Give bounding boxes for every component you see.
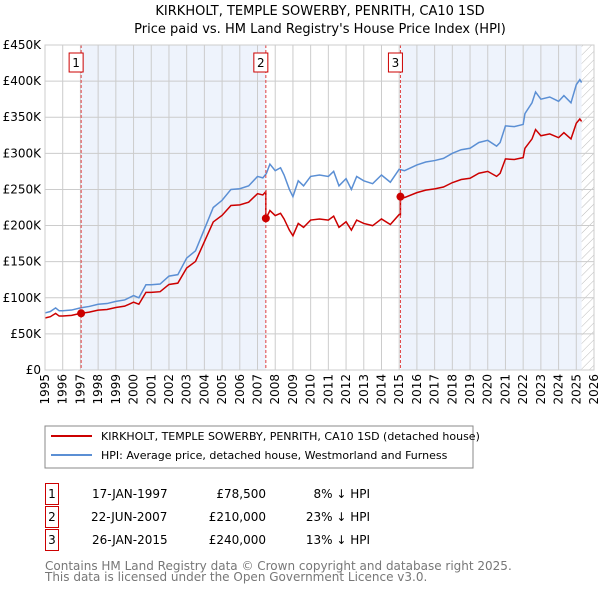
- x-tick-label: 1997: [73, 374, 87, 405]
- y-tick-label: £50K: [10, 327, 42, 341]
- x-tick-label: 1995: [38, 374, 52, 405]
- sale-date: 17-JAN-1997: [92, 487, 168, 501]
- sale-vs-hpi: 8% ↓ HPI: [313, 487, 370, 501]
- y-tick-label: £350K: [3, 110, 43, 124]
- shaded-period-3: [400, 45, 582, 370]
- chart-title: KIRKHOLT, TEMPLE SOWERBY, PENRITH, CA10 …: [155, 4, 484, 19]
- sale-label-box: [253, 52, 269, 73]
- x-tick-label: 2018: [445, 374, 459, 405]
- y-tick-label: £200K: [3, 219, 43, 233]
- y-tick-label: £0: [26, 363, 41, 377]
- x-tick-label: 2021: [498, 374, 512, 405]
- sale-price: £210,000: [208, 510, 266, 524]
- sale-number-badge: 1: [45, 483, 59, 505]
- x-tick-label: 2025: [569, 374, 583, 405]
- future-hatch: [581, 45, 594, 370]
- x-tick-label: 2023: [534, 374, 548, 405]
- sale-vs-hpi: 23% ↓ HPI: [305, 510, 370, 524]
- sale-point: [261, 214, 270, 223]
- x-tick-label: 2010: [304, 374, 318, 405]
- x-tick-label: 2000: [127, 374, 141, 405]
- x-tick-label: 2019: [463, 374, 477, 405]
- x-tick-label: 2014: [374, 374, 388, 405]
- sale-label: 2: [257, 56, 265, 70]
- footer-licence: This data is licensed under the Open Gov…: [45, 570, 428, 584]
- x-tick-label: 2017: [428, 374, 442, 405]
- y-tick-label: £250K: [3, 182, 43, 196]
- x-tick-label: 1999: [109, 374, 123, 405]
- sale-date: 22-JUN-2007: [91, 510, 168, 524]
- y-tick-label: £450K: [3, 38, 43, 52]
- sale-label-box: [387, 52, 403, 73]
- x-tick-label: 2006: [233, 374, 247, 405]
- x-tick-label: 2003: [180, 374, 194, 405]
- sale-date: 26-JAN-2015: [92, 533, 168, 547]
- x-tick-label: 2007: [251, 374, 265, 405]
- shaded-period-1: [81, 45, 266, 370]
- x-tick-label: 1996: [56, 374, 70, 405]
- x-tick-label: 2011: [321, 374, 335, 405]
- x-tick-label: 2005: [215, 374, 229, 405]
- x-tick-label: 2013: [357, 374, 371, 405]
- legend-label-price: KIRKHOLT, TEMPLE SOWERBY, PENRITH, CA10 …: [101, 430, 480, 443]
- legend-box: [44, 425, 474, 469]
- chart-subtitle: Price paid vs. HM Land Registry's House …: [134, 22, 506, 37]
- y-tick-label: £300K: [3, 146, 43, 160]
- y-tick-label: £100K: [3, 291, 43, 305]
- x-tick-label: 2024: [552, 374, 566, 405]
- sale-number-badge: 3: [45, 529, 59, 551]
- x-tick-label: 2016: [410, 374, 424, 405]
- sale-label-box: [68, 52, 84, 73]
- sale-vs-hpi: 13% ↓ HPI: [305, 533, 370, 547]
- price-paid-line: [44, 117, 583, 319]
- x-tick-label: 2012: [339, 374, 353, 405]
- sale-point: [396, 192, 405, 201]
- x-tick-label: 2008: [268, 374, 282, 405]
- x-tick-label: 2001: [144, 374, 158, 405]
- sale-price: £78,500: [216, 487, 266, 501]
- x-tick-label: 2026: [587, 374, 600, 405]
- x-tick-label: 2022: [516, 374, 530, 405]
- sale-number-badge: 2: [45, 506, 59, 528]
- y-tick-label: £400K: [3, 74, 43, 88]
- plot-frame: [44, 44, 595, 371]
- hpi-line: [44, 78, 583, 314]
- sale-point: [77, 309, 86, 318]
- footer-copyright: Contains HM Land Registry data © Crown c…: [45, 559, 512, 573]
- x-tick-label: 2015: [392, 374, 406, 405]
- x-tick-label: 2004: [197, 374, 211, 405]
- sale-label: 1: [72, 56, 80, 70]
- x-tick-label: 2020: [481, 374, 495, 405]
- x-tick-label: 1998: [91, 374, 105, 405]
- x-tick-label: 2009: [286, 374, 300, 405]
- y-tick-label: £150K: [3, 255, 43, 269]
- x-tick-label: 2002: [162, 374, 176, 405]
- sale-price: £240,000: [208, 533, 266, 547]
- legend-label-hpi: HPI: Average price, detached house, West…: [101, 449, 448, 462]
- sale-label: 3: [392, 56, 400, 70]
